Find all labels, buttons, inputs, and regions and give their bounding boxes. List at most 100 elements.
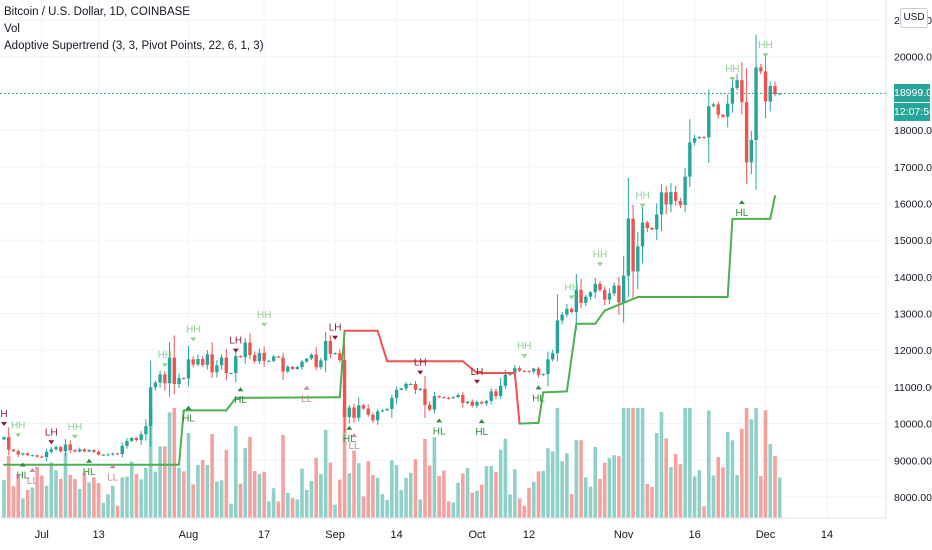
candle-body [673, 192, 678, 201]
candle-body [744, 102, 749, 163]
candle-body [773, 86, 777, 95]
volume-indicator-label[interactable]: Vol [4, 23, 20, 35]
pivot-marker [86, 458, 93, 463]
candle-body [574, 289, 579, 313]
candle-body [598, 283, 602, 291]
pivot-marker [436, 418, 443, 423]
candle-body [678, 200, 683, 205]
volume-bar [2, 480, 6, 518]
candle-body [636, 246, 640, 272]
candle-body [380, 410, 385, 412]
pivot-label: HL [182, 414, 195, 425]
pivot-label: LL [27, 476, 39, 487]
pivot-label: HH [11, 420, 25, 431]
candle-body [631, 218, 635, 272]
pivot-marker [261, 322, 268, 327]
candle-body [390, 397, 394, 409]
volume-bar [702, 506, 706, 518]
price-axis[interactable]: 8000.00 9000.00 10000.00 11000.00 12000.00 13… [0, 0, 932, 519]
grid-lines [0, 0, 884, 518]
pivot-marker [417, 370, 424, 375]
volume-bar [536, 471, 541, 518]
volume-bar [612, 455, 616, 518]
volume-bar [238, 483, 243, 518]
candle-body [399, 388, 404, 390]
pivot-label: HL [234, 395, 247, 406]
candle-body [371, 414, 375, 421]
candle-body [68, 444, 72, 451]
candle-body [295, 367, 299, 369]
chart-legend: Bitcoin / U.S. Dollar, 1D, COINBASE Vol … [4, 4, 264, 55]
candle-body [565, 308, 569, 315]
candle-body [465, 401, 470, 404]
volume-bar [196, 464, 200, 518]
volume-bar [49, 462, 54, 518]
y-tick-label: 12000.00 [894, 345, 932, 357]
candle-body [725, 103, 730, 117]
volume-bar [498, 449, 503, 518]
x-tick-label: Oct [468, 529, 485, 541]
candle-body [177, 378, 181, 384]
time-axis[interactable]: Jul 13 Aug 17 Sep 14 Oct 12 Nov 16 Dec 14 [35, 529, 833, 541]
candle-body [498, 385, 503, 397]
symbol-title[interactable]: Bitcoin / U.S. Dollar, 1D, COINBASE [4, 6, 190, 18]
volume-bar [229, 503, 233, 518]
y-tick-label: 11000.00 [894, 382, 932, 394]
candle-body [163, 374, 167, 384]
candle-body [702, 137, 706, 139]
volume-bar [673, 453, 678, 518]
candle-body [30, 455, 35, 457]
candle-body [626, 218, 631, 276]
volume-bar [44, 485, 49, 518]
candle-body [688, 142, 692, 177]
candle-body [707, 106, 711, 138]
candle-body [11, 449, 16, 452]
candle-body [333, 353, 337, 355]
candle-body [281, 357, 285, 372]
volume-bar [451, 502, 456, 518]
volume-bar [361, 496, 366, 518]
currency-button[interactable]: USD [900, 8, 928, 28]
volume-bar [106, 494, 110, 518]
candle-body [569, 308, 574, 313]
volume-bar [380, 494, 385, 518]
volume-bar [555, 408, 560, 518]
volume-bar [215, 481, 219, 518]
volume-bar [617, 456, 621, 518]
x-tick-label: Nov [614, 529, 634, 541]
volume-bar [740, 428, 744, 518]
candle-body [446, 397, 451, 399]
candle-body [541, 374, 545, 376]
x-tick-label: 16 [688, 529, 700, 541]
pivot-marker [351, 433, 358, 438]
candle-body [617, 285, 621, 303]
candle-body [522, 370, 526, 372]
candle-body [276, 356, 281, 358]
candle-body [267, 360, 271, 362]
pivot-label: LH [45, 427, 58, 438]
candle-body [219, 357, 224, 366]
pivot-marker [762, 53, 769, 58]
candle-body [271, 356, 276, 361]
candle-body [749, 139, 754, 163]
volume-bar [342, 408, 347, 518]
candle-body [375, 411, 380, 421]
volume-bar [550, 451, 555, 518]
volume-bar [35, 466, 39, 518]
supertrend-segment [537, 391, 545, 424]
volume-bar [153, 471, 158, 518]
candle-body [342, 360, 347, 418]
candle-body [768, 86, 772, 102]
candle-body [361, 405, 366, 409]
pivot-label: HL [433, 426, 446, 437]
candle-body [404, 383, 408, 389]
volume-bar [773, 455, 777, 518]
volume-bar [678, 464, 683, 518]
candle-body [437, 396, 441, 398]
pivot-marker [639, 203, 646, 208]
pivot-label: HH [257, 310, 271, 321]
volume-bar [404, 477, 408, 518]
supertrend-indicator-label[interactable]: Adoptive Supertrend (3, 3, Pivot Points,… [4, 40, 264, 52]
candle-body [182, 378, 186, 380]
